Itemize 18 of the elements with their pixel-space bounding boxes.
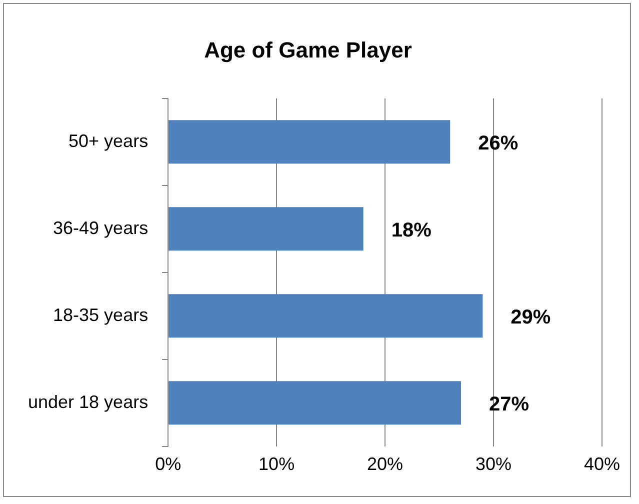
y-tick-label: 36-49 years	[53, 218, 148, 238]
y-tick-label: 18-35 years	[53, 304, 148, 325]
bar	[168, 381, 461, 425]
y-tick-label: 50+ years	[68, 130, 148, 151]
x-tick-label: 10%	[258, 454, 295, 474]
x-tick-label: 40%	[584, 454, 620, 474]
bar	[168, 120, 450, 164]
bar	[168, 294, 483, 338]
data-label: 29%	[510, 306, 551, 328]
data-label: 26%	[478, 132, 518, 154]
chart-title: Age of Game Player	[204, 37, 412, 62]
x-tick-label: 20%	[367, 454, 404, 474]
x-tick-label: 0%	[155, 454, 182, 474]
x-tick-label: 30%	[476, 454, 512, 474]
data-label: 18%	[391, 219, 432, 242]
data-label: 27%	[488, 393, 530, 416]
y-tick-label: under 18 years	[28, 392, 148, 412]
bar	[168, 207, 364, 251]
